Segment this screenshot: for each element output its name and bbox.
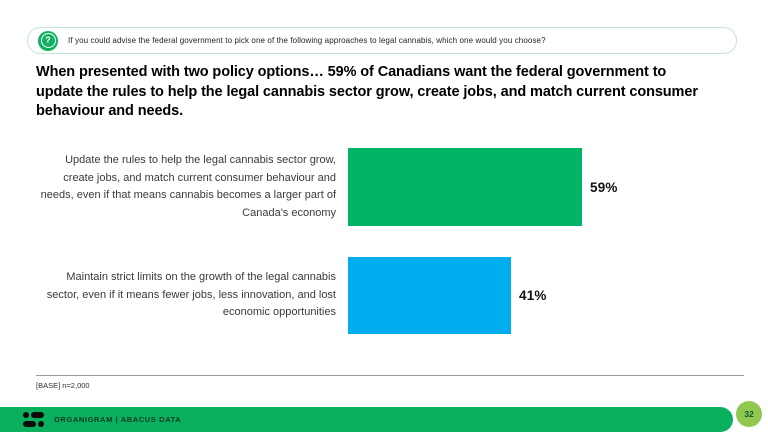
slide-headline: When presented with two policy options… … bbox=[36, 64, 698, 119]
question-banner: ? If you could advise the federal govern… bbox=[27, 27, 737, 54]
footer-divider-line bbox=[36, 375, 744, 376]
organigram-logo-icon bbox=[23, 412, 44, 427]
question-mark-icon: ? bbox=[38, 30, 58, 51]
bar-category-label-maintain-limits: Maintain strict limits on the growth of … bbox=[46, 270, 336, 318]
bar-row: 59% bbox=[348, 148, 618, 226]
bar-value-label: 59% bbox=[590, 179, 618, 195]
bar-value-label: 41% bbox=[519, 288, 547, 303]
brand-footer-bar: ORGANIGRAM | ABACUS DATA bbox=[0, 407, 733, 432]
base-sample-note: [BASE] n=2,000 bbox=[36, 381, 90, 390]
bar-category-label-update-rules: Update the rules to help the legal canna… bbox=[40, 154, 336, 219]
page-number-badge: 32 bbox=[736, 401, 762, 427]
bar-update-rules bbox=[348, 148, 582, 226]
survey-question-text: If you could advise the federal governme… bbox=[68, 36, 546, 45]
bar-maintain-limits bbox=[348, 257, 511, 334]
brand-text: ORGANIGRAM | ABACUS DATA bbox=[54, 415, 182, 424]
bar-row: 41% bbox=[348, 257, 547, 334]
